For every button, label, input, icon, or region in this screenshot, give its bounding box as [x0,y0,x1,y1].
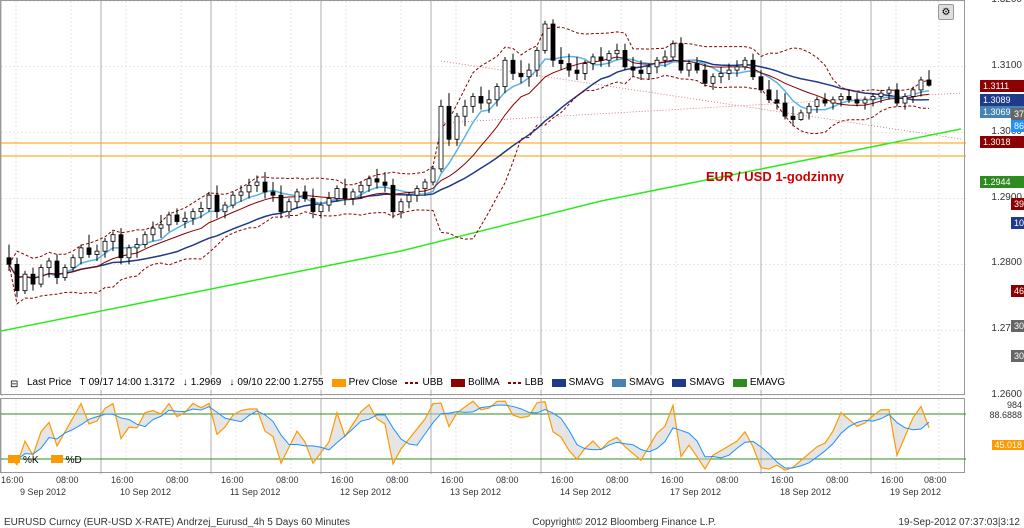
x-date-label: 17 Sep 2012 [670,487,721,497]
legend-item: Prev Close [332,377,398,388]
x-time-label: 16:00 [111,475,134,485]
y-axis-label: 1.3200 [991,0,1022,5]
legend-item: BollMA [451,377,500,388]
x-time-label: 08:00 [496,475,519,485]
legend-item: LBB [508,377,544,388]
chart-container: ⚙ EUR / USD 1-godzinny 1.32001.31001.300… [0,0,1024,528]
price-label: 1.3089 [980,94,1024,106]
settings-icon[interactable]: ⚙ [938,4,954,20]
x-date-label: 18 Sep 2012 [780,487,831,497]
indicator-chart[interactable] [0,398,965,473]
price-label-partial: 392 [1011,198,1024,210]
footer: EURUSD Curncy (EUR-USD X-RATE) Andrzej_E… [0,517,1024,528]
y-axis-label: 1.2800 [991,257,1022,268]
chart-svg [1,1,966,396]
price-label: 1.3018 [980,136,1024,148]
indicator-legend-item: %D [51,455,82,466]
x-time-label: 08:00 [386,475,409,485]
price-label-partial: 372 [1011,108,1024,120]
legend-item: SMAVG [552,377,604,388]
main-price-chart[interactable]: EUR / USD 1-godzinny [0,0,965,395]
indicator-label: 45.018 [992,440,1024,450]
price-label-partial: 300 [1011,350,1024,362]
indicator-legend: %K %D [8,455,82,466]
legend-item: ⊟Last Price [10,377,71,388]
indicator-svg [1,399,966,474]
x-date-label: 14 Sep 2012 [560,487,611,497]
legend-item: ↓09/10 22:00 1.2755 [229,377,323,388]
y-axis-label: 1.3100 [991,60,1022,71]
price-label-partial: 86 [1011,120,1024,132]
x-time-label: 08:00 [606,475,629,485]
y-axis: 1.32001.31001.30001.29001.28001.27001.26… [965,0,1024,395]
price-label: 1.3111 [980,80,1024,92]
legend-item: ↓1.2969 [183,377,222,388]
x-time-label: 08:00 [716,475,739,485]
x-date-label: 9 Sep 2012 [20,487,66,497]
indicator-label: 984 [1005,400,1024,410]
x-time-label: 16:00 [331,475,354,485]
x-time-label: 16:00 [661,475,684,485]
footer-right: 19-Sep-2012 07:37:03|3:12 [898,517,1020,528]
indicator-y-axis: 98488.6888 45.018 [965,398,1024,473]
x-time-label: 08:00 [826,475,849,485]
legend-item: T09/17 14:00 1.3172 [79,377,174,388]
x-axis: 16:00 08:00 16:00 08:00 16:00 08:00 16:00 08:00… [0,475,965,510]
x-date-label: 19 Sep 2012 [890,487,941,497]
indicator-legend-item: %K [8,455,39,466]
x-time-label: 08:00 [276,475,299,485]
x-time-label: 16:00 [551,475,574,485]
chart-annotation: EUR / USD 1-godzinny [706,169,844,184]
footer-center: Copyright© 2012 Bloomberg Finance L.P. [532,517,716,528]
indicator-label: 88.6888 [987,410,1024,420]
legend-item: UBB [405,377,443,388]
legend-item: SMAVG [612,377,664,388]
chart-legend: ⊟Last Price T09/17 14:00 1.3172 ↓1.2969 ↓09… [8,375,787,390]
legend-item: SMAVG [672,377,724,388]
x-time-label: 16:00 [441,475,464,485]
price-label: 1.2944 [980,176,1024,188]
x-time-label: 16:00 [881,475,904,485]
price-label-partial: 46 [1011,285,1024,297]
x-time-label: 08:00 [924,475,947,485]
x-date-label: 11 Sep 2012 [230,487,280,497]
x-time-label: 16:00 [221,475,244,485]
legend-item: EMAVG [733,377,785,388]
footer-left: EURUSD Curncy (EUR-USD X-RATE) Andrzej_E… [4,517,350,528]
x-time-label: 08:00 [56,475,79,485]
price-label-partial: 10 [1011,217,1024,229]
x-date-label: 13 Sep 2012 [450,487,501,497]
x-time-label: 08:00 [166,475,189,485]
x-date-label: 12 Sep 2012 [340,487,391,497]
price-label-partial: 300 [1011,320,1024,332]
x-time-label: 16:00 [771,475,794,485]
x-date-label: 10 Sep 2012 [120,487,171,497]
x-time-label: 16:00 [1,475,24,485]
